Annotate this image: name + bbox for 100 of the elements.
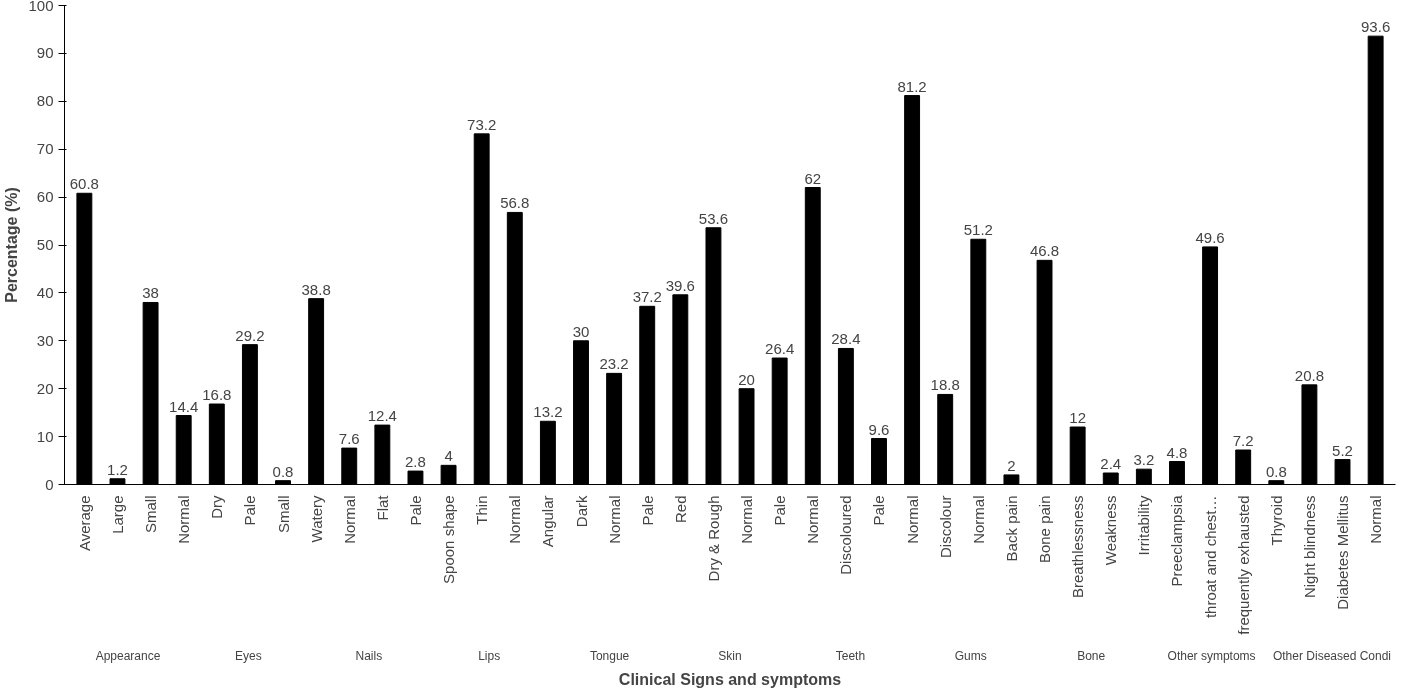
x-tick-label: Normal: [506, 495, 524, 544]
x-tick-label: Discoloured: [837, 495, 855, 575]
x-tick-label: Normal: [903, 495, 921, 544]
data-label: 2: [1007, 456, 1016, 474]
x-tick-label: Pale: [638, 495, 656, 526]
data-label: 14.4: [169, 397, 199, 415]
data-label: 37.2: [632, 288, 662, 306]
x-tick-label: Pale: [241, 495, 259, 526]
x-tick-label: Preeclampsia: [1168, 494, 1186, 587]
x-tick-label: Dry: [208, 495, 226, 519]
x-tick-label: throat and chest…: [1201, 495, 1219, 619]
x-tick-label: Breathlessness: [1069, 495, 1087, 599]
x-tick-label: Large: [108, 495, 126, 534]
x-tick-label: Small: [142, 495, 160, 534]
x-tick-label: Back pain: [1002, 495, 1020, 562]
text: Skin: [718, 648, 742, 663]
x-tick-label: Normal: [804, 495, 822, 544]
data-label: 3.2: [1133, 451, 1155, 469]
text: Tongue: [589, 648, 630, 663]
x-tick-label: Diabetes Mellitus: [1334, 495, 1352, 610]
data-label: 13.2: [533, 403, 563, 421]
x-tick-label: Pale: [771, 495, 789, 526]
x-tick-label: Normal: [340, 495, 358, 544]
data-label: 12.4: [367, 407, 397, 425]
text: Bone: [1077, 648, 1106, 663]
text: Gums: [954, 648, 987, 663]
x-tick-label: Pale: [870, 495, 888, 526]
y-tick-label: 0: [45, 475, 54, 493]
x-tick-label: Flat: [373, 494, 391, 521]
data-label: 51.2: [963, 221, 993, 239]
y-tick-label: 20: [36, 379, 54, 397]
data-label: 20.8: [1294, 366, 1325, 384]
data-label: 9.6: [868, 420, 890, 438]
text: Appearance: [95, 648, 161, 663]
y-tick-label: 80: [36, 92, 54, 110]
data-label: 30: [572, 322, 590, 340]
data-label: 60.8: [69, 175, 99, 193]
data-label: 1.2: [107, 460, 128, 478]
x-tick-label: Red: [671, 495, 689, 524]
x-tick-label: Watery: [307, 495, 325, 543]
data-label: 62: [804, 169, 822, 187]
data-label: 20: [738, 370, 755, 388]
data-label: 38.8: [301, 280, 331, 298]
data-label: 7.2: [1232, 432, 1254, 450]
y-tick-label: 50: [36, 236, 54, 253]
data-label: 7.6: [338, 430, 360, 448]
x-tick-label: Average: [75, 495, 93, 552]
y-tick-label: 40: [36, 283, 54, 301]
data-label: 23.2: [599, 355, 629, 373]
x-tick-label: Angular: [539, 495, 557, 548]
data-label: 2.8: [405, 453, 426, 471]
x-tick-label: Normal: [1367, 495, 1385, 544]
text: Other symptoms: [1167, 648, 1256, 663]
x-tick-label: Bone pain: [1036, 495, 1054, 564]
y-tick-label: 60: [36, 188, 54, 206]
data-label: 2.4: [1100, 455, 1122, 472]
x-tick-label: Weakness: [1102, 495, 1120, 566]
data-label: 38: [142, 284, 159, 302]
x-tick-label: Dark: [572, 495, 590, 528]
x-tick-label: Irritability: [1135, 495, 1153, 556]
y-tick-label: 30: [36, 331, 54, 349]
data-label: 4: [444, 447, 453, 465]
data-label: 0.8: [1265, 462, 1287, 480]
text: Eyes: [235, 648, 262, 663]
y-tick-label: 70: [36, 140, 54, 158]
x-tick-label: Spoon shape: [440, 495, 458, 584]
x-tick-label: Discolour: [936, 495, 954, 559]
text: Teeth: [835, 648, 866, 663]
data-label: 53.6: [698, 209, 729, 227]
data-label: 28.4: [831, 330, 861, 348]
data-label: 56.8: [500, 194, 530, 212]
x-tick-label: Thin: [473, 495, 491, 525]
y-tick-label: 10: [36, 427, 54, 445]
text: Nails: [355, 648, 383, 663]
x-tick-label: Normal: [738, 495, 756, 544]
text: Lips: [478, 648, 501, 663]
data-label: 16.8: [202, 386, 232, 404]
y-tick-label: 100: [28, 0, 54, 14]
y-tick-label: 90: [36, 44, 54, 62]
x-tick-label: Thyroid: [1267, 495, 1285, 546]
data-label: 4.8: [1166, 443, 1188, 461]
data-label: 12: [1069, 409, 1086, 427]
x-tick-label: Night blindness: [1300, 495, 1318, 599]
x-tick-label: Normal: [605, 495, 623, 544]
data-label: 26.4: [765, 340, 795, 358]
x-tick-label: Small: [274, 495, 292, 534]
data-label: 0.8: [272, 462, 294, 480]
x-tick-label: Normal: [969, 495, 987, 544]
data-label: 5.2: [1332, 441, 1353, 459]
data-label: 29.2: [235, 326, 265, 344]
x-tick-label: Pale: [406, 495, 424, 526]
data-label: 81.2: [897, 77, 927, 95]
data-label: 49.6: [1195, 228, 1225, 246]
data-label: 39.6: [665, 276, 695, 294]
text: Other Diseased Condi: [1272, 648, 1392, 663]
data-label: 18.8: [930, 376, 960, 394]
x-tick-label: frequently exhausted: [1234, 495, 1252, 635]
x-axis-title: Clinical Signs and symptoms: [618, 670, 842, 688]
data-label: 73.2: [467, 115, 497, 133]
y-axis-title: Percentage (%): [3, 187, 21, 303]
